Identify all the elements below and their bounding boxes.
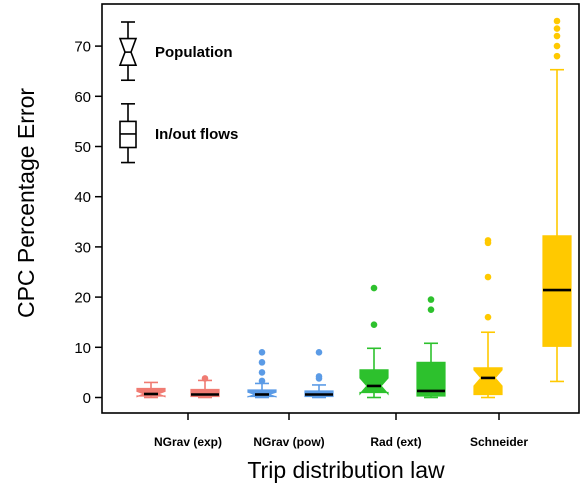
- y-tick-label: 50: [74, 139, 91, 156]
- outlier-point: [553, 32, 561, 40]
- outlier-point: [484, 313, 492, 321]
- box-body: [473, 367, 503, 396]
- box-inout: [304, 349, 334, 399]
- y-axis-title: CPC Percentage Error: [13, 88, 39, 318]
- legend-label-population: Population: [155, 44, 233, 61]
- outlier-point: [370, 321, 378, 329]
- y-tick-label: 60: [74, 89, 91, 106]
- x-tick-label: Rad (ext): [370, 435, 421, 449]
- box-body: [359, 369, 389, 396]
- outlier-point: [201, 375, 209, 382]
- x-axis: NGrav (exp) NGrav (pow) Rad (ext) Schneider: [154, 413, 528, 449]
- box-population: [359, 284, 389, 399]
- box-population: [136, 381, 166, 399]
- legend-inout-glyph: [119, 103, 137, 164]
- x-tick-label: NGrav (pow): [253, 435, 324, 449]
- plot-frame: [101, 3, 580, 414]
- box-inout: [542, 17, 572, 383]
- box-body: [136, 387, 166, 398]
- x-tick-label: NGrav (exp): [154, 435, 222, 449]
- box-inout: [190, 375, 220, 399]
- outlier-point: [370, 284, 378, 292]
- outlier-point: [315, 349, 323, 356]
- legend-label-inout: In/out flows: [155, 126, 238, 143]
- outlier-point: [258, 369, 266, 376]
- outlier-point: [553, 52, 561, 60]
- box-inout: [416, 296, 446, 399]
- outlier-point: [484, 237, 492, 244]
- outlier-point: [258, 377, 266, 385]
- outlier-point: [553, 25, 561, 32]
- y-axis: 0 10 20 30 40 50 60 70: [74, 39, 102, 407]
- box-series: [136, 17, 572, 399]
- outlier-point: [258, 349, 266, 356]
- outlier-point: [315, 373, 323, 380]
- outlier-point: [427, 296, 435, 303]
- outlier-point: [484, 273, 492, 281]
- y-tick-label: 20: [74, 290, 91, 307]
- y-tick-label: 10: [74, 340, 91, 357]
- y-tick-label: 70: [74, 39, 91, 56]
- box-population: [247, 349, 277, 399]
- x-axis-title: Trip distribution law: [247, 457, 445, 483]
- outlier-point: [553, 42, 561, 50]
- legend-population-glyph: [118, 21, 138, 82]
- y-tick-label: 40: [74, 189, 91, 206]
- x-tick-label: Schneider: [470, 435, 528, 449]
- box-population: [473, 237, 503, 399]
- box-body: [190, 388, 220, 398]
- y-tick-label: 30: [74, 239, 91, 256]
- outlier-point: [258, 359, 266, 366]
- legend: Population In/out flows: [118, 21, 238, 164]
- outlier-point: [427, 306, 435, 313]
- outlier-point: [553, 17, 561, 25]
- y-tick-label: 0: [83, 390, 91, 407]
